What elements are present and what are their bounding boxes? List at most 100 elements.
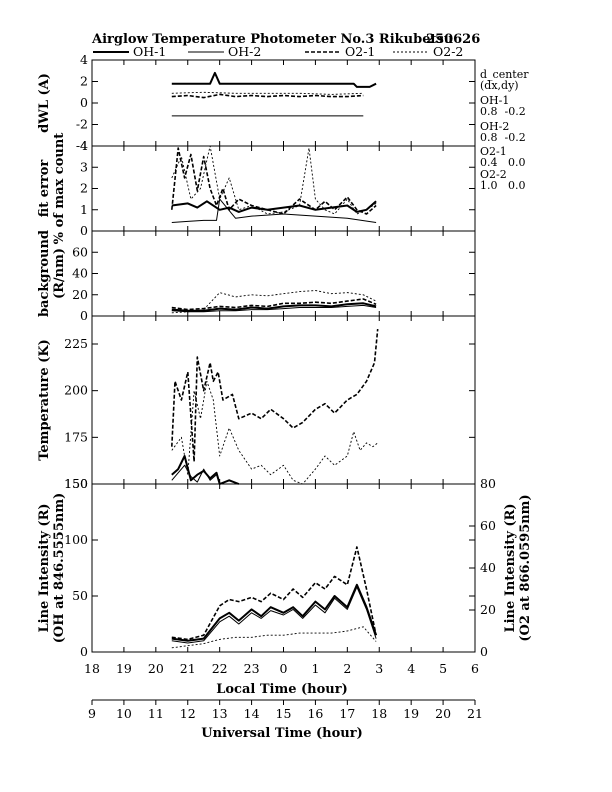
ut-tick-label: 10 [116,706,132,721]
local-tick-label: 23 [244,661,260,676]
series-o2-2 [171,626,377,649]
y-tick-label: 50 [72,588,88,603]
series-o2-2 [171,91,364,95]
y-axis-title: (OH at 846.5555nm) [52,493,67,643]
y-tick-label: 20 [72,287,88,302]
y-axis-title: fit error [37,160,52,218]
y-tick-label: 200 [64,383,88,398]
panel-frame [91,145,476,232]
side-entry-name: O2-2 [480,168,507,181]
panel-frame [91,59,476,147]
ut-tick-label: 9 [88,706,96,721]
ut-tick-label: 17 [339,706,355,721]
side-entry-name: OH-1 [480,94,509,107]
ut-tick-label: 19 [403,706,419,721]
figure-title: Airglow Temperature Photometer No.3 Riku… [91,32,453,47]
y-axis-title: background [37,230,52,317]
series-o2-2 [171,290,377,314]
y-tick-label: 3 [80,159,88,174]
panel-frame [91,230,476,317]
ut-tick-label: 11 [148,706,164,721]
panel-dwl: 4 2 0 -2 -4 dWL (A) [37,52,476,153]
local-tick-label: 2 [343,661,351,676]
y-axis-title: dWL (A) [37,73,52,133]
panel-temperature: 225 200 175 150 Temperature (K) [37,315,476,491]
legend-label: OH-1 [133,44,166,59]
y-tick-label: 2 [80,74,88,89]
series-oh-1 [171,455,240,485]
ut-tick-label: 21 [467,706,483,721]
y-right-tick-label: 60 [480,518,496,533]
panel-intensity: 150 100 50 0 80 60 40 20 0 Line Intensity (R) (OH … [37,476,533,659]
y-right-tick-label: 0 [480,644,488,659]
universal-time-axis: 9 10 11 12 13 14 15 16 17 18 19 20 21 [88,699,483,721]
series-o2-2 [171,145,377,215]
local-tick-label: 3 [375,661,383,676]
y-tick-label: 150 [64,476,88,491]
ut-tick-label: 16 [307,706,323,721]
universal-time-axis-label: Universal Time (hour) [201,726,363,741]
local-tick-label: 22 [212,661,228,676]
ut-tick-label: 20 [435,706,451,721]
y-tick-label: 2 [80,181,88,196]
y-axis-title: (R/nm) [52,248,67,299]
local-time-axis: 18 19 20 21 22 23 0 1 2 3 4 5 6 [84,661,479,676]
series-oh-2 [171,198,377,223]
y-axis-title: % of max count [52,133,67,245]
y-right-tick-label: 80 [480,476,496,491]
legend-label: OH-2 [228,44,261,59]
side-info: d_center (dx,dy) OH-1 0.8 -0.2 OH-2 0.8 … [480,68,529,192]
y-tick-label: 150 [64,476,88,491]
series-oh-1 [171,71,377,88]
y-tick-label: 0 [80,95,88,110]
series-o2-2 [171,380,378,485]
series-o2-1 [171,546,377,641]
series-o2-1 [171,147,377,215]
series-o2-1 [171,93,364,99]
y-right-tick-label: 20 [480,602,496,617]
y-tick-label: -2 [76,117,88,132]
local-tick-label: 18 [84,661,100,676]
local-tick-label: 21 [180,661,196,676]
series-o2-1 [171,329,379,463]
y-tick-label: 225 [64,336,88,351]
local-tick-label: 1 [311,661,319,676]
legend-label: O2-2 [433,44,463,59]
ut-tick-label: 13 [212,706,228,721]
series-oh-2 [171,304,377,313]
side-entry-values: 0.8 -0.2 [480,131,526,144]
panel-background: 60 40 20 0 background (R/nm) [37,230,476,323]
series-oh-1 [171,200,377,213]
figure-date: 250626 [426,32,480,47]
local-tick-label: 5 [439,661,447,676]
side-entry-values: 0.8 -0.2 [480,105,526,118]
panel-frame [91,315,476,485]
y-tick-label: 0 [80,223,88,238]
panel-fit_error: 4 3 2 1 0 fit error% of max count [37,133,476,245]
y-tick-label: 0 [80,644,88,659]
legend: OH-1 OH-2 O2-1 O2-2 [93,44,463,59]
d-center-label: d_center [480,68,529,81]
y-tick-label: 100 [64,532,88,547]
y-tick-label: -4 [76,138,88,153]
y-tick-label: 1 [80,202,88,217]
y-tick-label: 175 [64,429,88,444]
panel-frame [91,483,476,653]
series-o2-1 [171,298,377,311]
y-tick-label: 0 [80,308,88,323]
local-tick-label: 19 [116,661,132,676]
ut-tick-label: 18 [371,706,387,721]
side-entry-name: O2-1 [480,145,507,158]
local-tick-label: 6 [471,661,479,676]
y-right-axis-title: (O2 at 866.0595nm) [518,494,533,641]
y-right-axis-title: Line Intensity (R) [503,503,518,632]
side-entry-values: 1.0 0.0 [480,179,525,192]
y-tick-label: 60 [72,244,88,259]
y-right-tick-label: 40 [480,560,496,575]
series-oh-2 [171,586,377,644]
ut-tick-label: 12 [180,706,196,721]
series-oh-1 [171,302,377,312]
ut-tick-label: 14 [244,706,260,721]
